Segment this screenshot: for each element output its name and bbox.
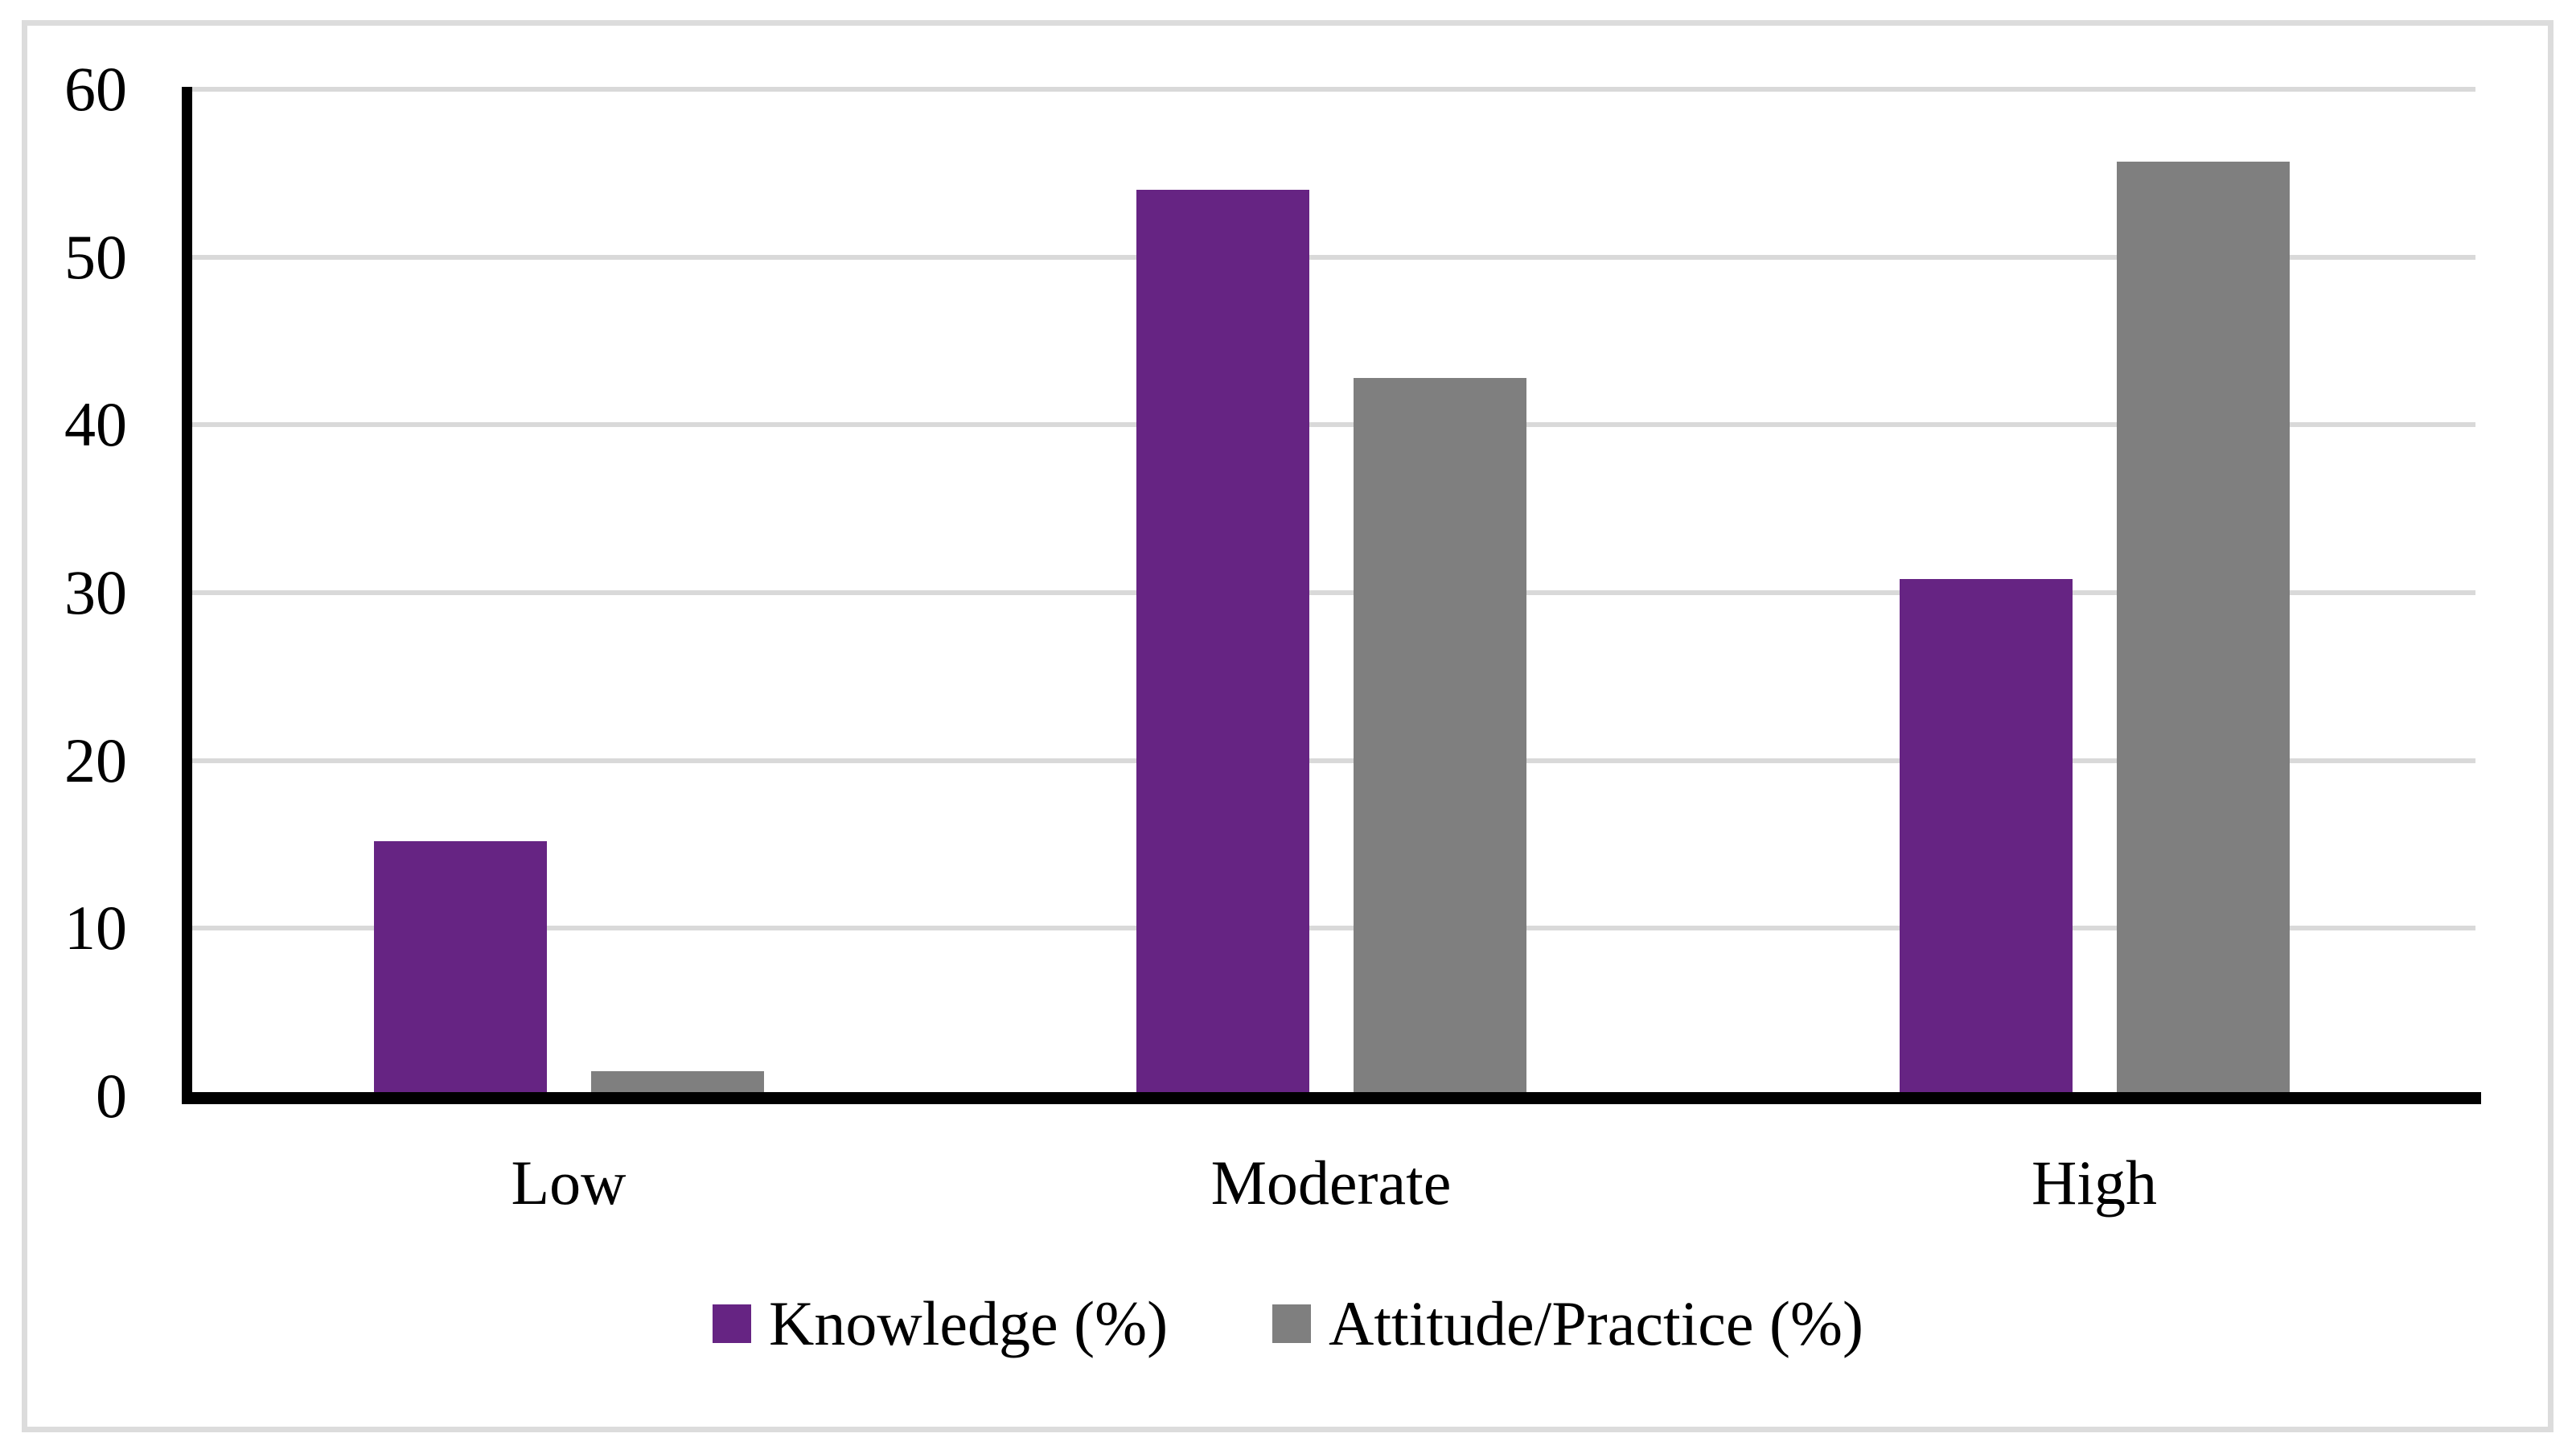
legend-marker-knowledge-icon [713, 1304, 752, 1343]
gridline-y-20 [187, 758, 2475, 763]
y-tick-label-60: 60 [64, 54, 127, 124]
legend-marker-attitude-practice-icon [1272, 1304, 1312, 1343]
gridline-y-50 [187, 255, 2475, 260]
x-category-label-high: High [2032, 1148, 2157, 1218]
bar-attitude-practice-moderate [1354, 378, 1526, 1099]
x-category-label-low: Low [511, 1148, 627, 1218]
bar-attitude-practice-high [2117, 162, 2290, 1099]
bar-knowledge-high [1900, 579, 2073, 1099]
legend-item-knowledge: Knowledge (%) [713, 1288, 1168, 1360]
bar-knowledge-low [374, 841, 547, 1099]
y-tick-label-50: 50 [64, 222, 127, 292]
gridline-y-60 [187, 87, 2475, 92]
y-tick-label-20: 20 [64, 725, 127, 795]
y-tick-label-30: 30 [64, 557, 127, 627]
legend-label-knowledge: Knowledge (%) [769, 1288, 1169, 1358]
legend-label-attitude-practice: Attitude/Practice (%) [1329, 1288, 1863, 1358]
x-axis-line [182, 1092, 2481, 1104]
y-axis-line [182, 87, 192, 1104]
bar-knowledge-moderate [1136, 190, 1309, 1099]
gridline-y-30 [187, 590, 2475, 595]
legend-item-attitude-practice: Attitude/Practice (%) [1272, 1288, 1863, 1360]
gridline-y-40 [187, 422, 2475, 427]
y-tick-label-40: 40 [64, 389, 127, 459]
y-tick-label-0: 0 [96, 1061, 127, 1131]
x-category-label-moderate: Moderate [1210, 1148, 1452, 1218]
gridline-y-10 [187, 926, 2475, 930]
legend: Knowledge (%) Attitude/Practice (%) [0, 1282, 2576, 1366]
y-tick-label-10: 10 [64, 893, 127, 963]
